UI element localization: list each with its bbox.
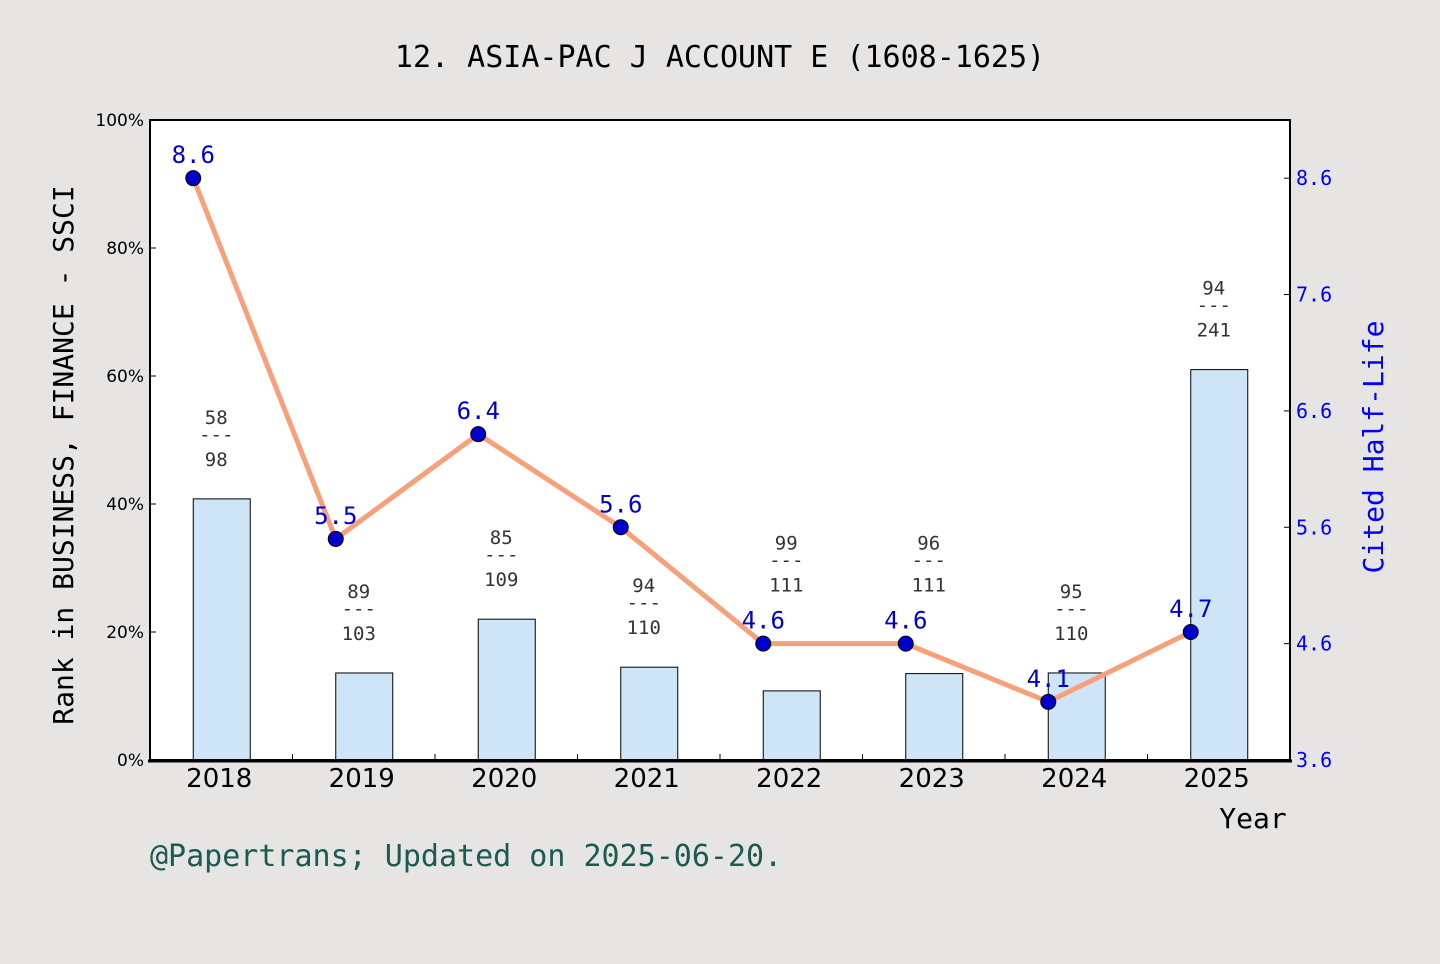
rank-bar — [192, 498, 251, 761]
x-tick-label: 2018 — [186, 764, 252, 794]
left-tick-label: 20% — [106, 623, 144, 643]
left-axis-label: Rank in BUSINESS, FINANCE - SSCI — [47, 185, 80, 724]
half-life-label: 4.6 — [742, 607, 785, 635]
footer-text: @Papertrans; Updated on 2025-06-20. — [150, 839, 782, 874]
rank-label: 89 — [347, 581, 370, 603]
half-life-point — [755, 635, 772, 652]
rank-label: 94 — [1202, 278, 1225, 300]
rank-bar — [620, 666, 679, 761]
left-tick-label: 0% — [117, 751, 144, 771]
plot-area — [150, 120, 1290, 760]
right-tick-label: 4.6 — [1296, 632, 1332, 656]
right-tick-label: 3.6 — [1296, 748, 1332, 772]
x-tick-label: 2024 — [1041, 764, 1107, 794]
half-life-point — [1040, 693, 1057, 710]
rank-separator: --- — [1197, 295, 1231, 317]
right-tick-label: 6.6 — [1296, 399, 1332, 423]
right-axis-label: Cited Half-Life — [1357, 321, 1390, 574]
half-life-label: 6.4 — [457, 397, 500, 425]
rank-separator: --- — [342, 598, 376, 620]
right-tick-label: 8.6 — [1296, 166, 1332, 190]
half-life-label: 5.5 — [314, 502, 357, 530]
rank-bar — [477, 618, 536, 761]
right-tick-label: 7.6 — [1296, 283, 1332, 307]
x-axis-label: Year — [1219, 802, 1286, 835]
rank-label: 58 — [205, 407, 228, 429]
rank-separator: --- — [769, 550, 803, 572]
x-tick-label: 2023 — [899, 764, 965, 794]
rank-label: 95 — [1060, 581, 1083, 603]
total-label: 103 — [342, 623, 376, 645]
rank-bar — [1190, 369, 1249, 761]
half-life-label: 5.6 — [599, 490, 642, 518]
half-life-line — [190, 177, 1192, 705]
x-tick-label: 2022 — [756, 764, 822, 794]
total-label: 111 — [769, 575, 803, 597]
left-tick-label: 40% — [106, 495, 144, 515]
rank-bar — [905, 673, 964, 761]
half-life-point — [1182, 624, 1199, 640]
rank-label: 99 — [775, 533, 798, 555]
rank-bar — [762, 690, 821, 761]
rank-separator: --- — [1054, 598, 1088, 620]
half-life-point — [897, 635, 914, 652]
rank-label: 85 — [490, 527, 513, 549]
half-life-point — [327, 530, 344, 547]
left-tick-label: 100% — [95, 111, 144, 131]
rank-bar — [335, 672, 394, 761]
rank-separator: --- — [912, 550, 946, 572]
x-tick-label: 2019 — [329, 764, 395, 794]
half-life-label: 4.1 — [1027, 665, 1070, 693]
rank-label: 94 — [632, 575, 655, 597]
rank-separator: --- — [199, 424, 233, 446]
chart-title: 12. ASIA-PAC J ACCOUNT E (1608-1625) — [395, 40, 1045, 75]
total-label: 110 — [627, 617, 661, 639]
half-life-label: 4.7 — [1169, 595, 1212, 623]
half-life-point — [185, 170, 202, 187]
total-label: 241 — [1197, 320, 1231, 342]
rank-label: 96 — [917, 533, 940, 555]
left-tick-label: 60% — [106, 367, 144, 387]
rank-separator: --- — [484, 544, 518, 566]
left-tick-label: 80% — [106, 239, 144, 259]
total-label: 111 — [912, 575, 946, 597]
total-label: 98 — [205, 449, 228, 471]
total-label: 110 — [1054, 623, 1088, 645]
half-life-label: 8.6 — [172, 141, 215, 169]
half-life-point — [470, 426, 487, 443]
right-tick-label: 5.6 — [1296, 515, 1332, 539]
x-tick-label: 2021 — [614, 764, 680, 794]
half-life-label: 4.6 — [884, 607, 927, 635]
x-tick-label: 2020 — [471, 764, 537, 794]
total-label: 109 — [484, 569, 518, 591]
x-tick-label: 2025 — [1184, 764, 1250, 794]
half-life-point — [612, 519, 629, 536]
rank-separator: --- — [627, 592, 661, 614]
